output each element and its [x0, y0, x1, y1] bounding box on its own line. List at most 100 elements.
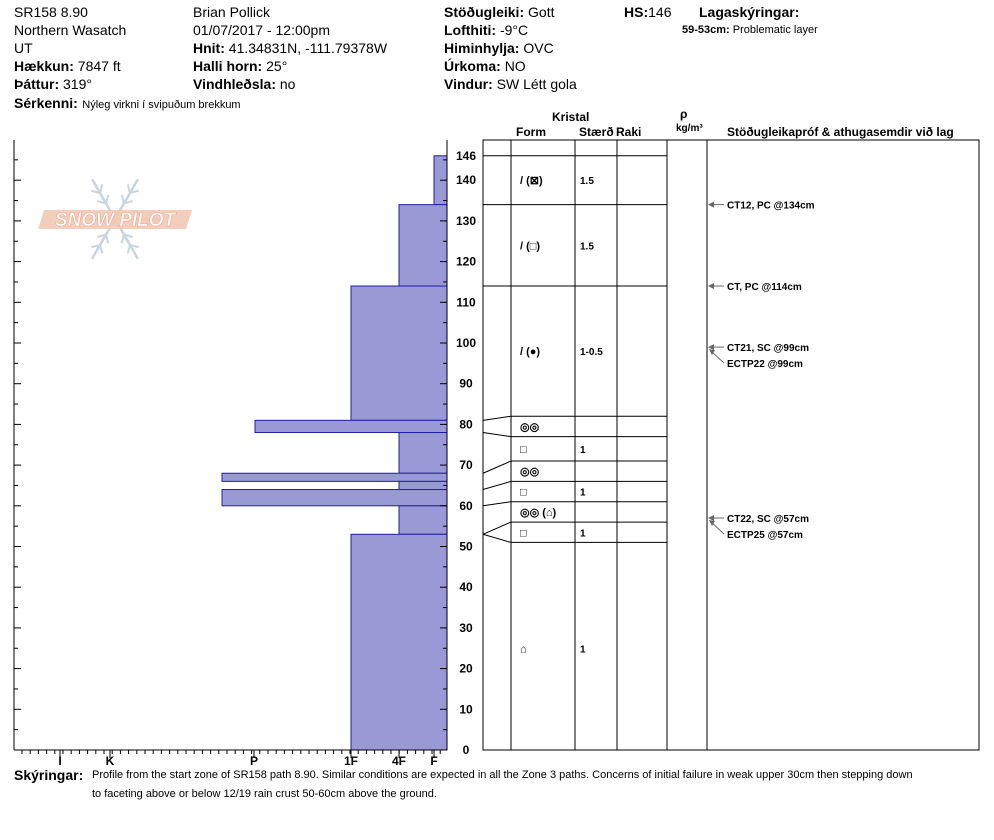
test-label: CT21, SC @99cm	[727, 343, 809, 354]
datetime: 01/07/2017 - 12:00pm	[193, 22, 330, 38]
test-label: CT22, SC @57cm	[727, 514, 809, 525]
crystal-form: ⌂	[520, 643, 527, 655]
crystal-form: ◎◎	[520, 466, 540, 478]
snowflake-branch	[129, 244, 139, 249]
depth-tick-label: 40	[459, 580, 473, 594]
col-density-symbol: ρ	[680, 107, 688, 121]
layer-connector	[482, 521, 512, 535]
col-moisture: Raki	[616, 125, 642, 139]
comments: Skýringar:	[14, 768, 83, 784]
depth-tick-label: 60	[459, 499, 473, 513]
test-label: CT12, PC @134cm	[727, 201, 815, 212]
table-frame	[482, 139, 980, 751]
snowflake-branch	[123, 233, 133, 238]
depth-axis: 0 10 20 30 40 50 60 70 80 90 100 110 120 130 140 146	[456, 149, 476, 757]
hardness-bar	[221, 472, 448, 482]
hardness-tick-label: I	[58, 754, 61, 768]
crystal-size: 1-0.5	[580, 347, 603, 358]
precipitation: Úrkoma: NO	[444, 58, 526, 74]
crystal-table: / (⊠) 1.5 / (□) 1.5 / (●) 1-0.5 ◎◎ □ 1 ◎◎ □ 1 ◎◎ (⌂)…	[482, 139, 980, 751]
test-arrowhead	[708, 283, 714, 290]
snowflake-branch	[120, 194, 125, 204]
snowpilot-logo: SNOW PILOT	[38, 178, 192, 260]
aspect: Þáttur: 319°	[14, 76, 92, 92]
hardness-bar	[398, 505, 448, 535]
depth-tick-label: 10	[459, 702, 473, 716]
depth-tick-label: 50	[459, 540, 473, 554]
elevation: Hækkun: 7847 ft	[14, 58, 121, 74]
test-arrowhead	[709, 520, 715, 527]
slope-angle: Halli horn: 25°	[193, 58, 288, 74]
layer-connector	[482, 501, 512, 507]
hardness-bar	[221, 489, 448, 507]
depth-tick-label: 130	[456, 214, 476, 228]
snowflake-branch	[126, 184, 131, 194]
region: Northern Wasatch	[14, 22, 127, 38]
special: Sérkenni: Nýleg virkni í svipuðum brekku…	[14, 95, 241, 111]
layer-connector	[482, 432, 512, 438]
hardness-profile	[221, 155, 448, 751]
crystal-form: / (⊠)	[520, 175, 543, 187]
crystal-form: ◎◎	[520, 421, 540, 433]
stability-tests: CT12, PC @134cm CT, PC @114cm CT21, SC @99…	[708, 201, 815, 541]
col-form: Form	[516, 125, 546, 139]
snowflake-branch	[99, 184, 104, 194]
hardness-bar	[350, 533, 448, 751]
observer: Brian Pollick	[193, 4, 271, 20]
hardness-bar	[254, 419, 448, 434]
test-arrowhead	[708, 201, 714, 208]
stability: Stöðugleiki: Gott	[444, 4, 555, 20]
snowflake-branch	[105, 194, 110, 204]
snowflake-branch	[97, 233, 107, 238]
wind: Vindur: SW Létt gola	[444, 76, 577, 92]
snowflake-branch	[120, 234, 125, 244]
snowflake-branch	[97, 200, 107, 205]
snowflake-branch	[129, 189, 139, 194]
hardness-axis-frame: I K P 1F 4F F	[13, 140, 448, 768]
depth-tick-label: 80	[459, 417, 473, 431]
depth-tick-label: 30	[459, 621, 473, 635]
crystal-size: 1	[580, 488, 586, 499]
snowflake-branch	[99, 244, 104, 254]
crystal-form: / (□)	[520, 240, 540, 252]
depth-tick-label: 20	[459, 662, 473, 676]
air-temp: Lofthiti: -9°C	[444, 22, 529, 38]
snowflake-branch	[126, 244, 131, 254]
layer-note: 59-53cm: Problematic layer	[682, 24, 818, 36]
test-label: ECTP25 @57cm	[727, 530, 803, 541]
hardness-bar	[398, 480, 448, 491]
hardness-tick-label: 1F	[344, 754, 358, 768]
crystal-form: ◎◎ (⌂)	[520, 507, 557, 519]
hardness-bar	[398, 204, 448, 287]
crystal-form: / (●)	[520, 346, 540, 358]
hardness-tick-label: K	[106, 754, 115, 768]
depth-tick-label: 120	[456, 255, 476, 269]
snowflake-branch	[105, 234, 110, 244]
depth-tick-label: 90	[459, 377, 473, 391]
layer-connector	[482, 460, 512, 474]
depth-tick-label: 70	[459, 458, 473, 472]
test-arrowhead	[708, 344, 714, 351]
hardness-tick-label: F	[430, 754, 437, 768]
logo-text: SNOW PILOT	[55, 210, 177, 231]
layer-connector	[482, 480, 512, 491]
hs: HS:146	[624, 4, 672, 20]
depth-tick-label: 0	[463, 743, 470, 757]
depth-tick-label: 140	[456, 173, 476, 187]
hardness-tick-label: P	[250, 754, 258, 768]
crystal-form: □	[520, 444, 527, 456]
layer-connector	[482, 533, 512, 543]
test-arrowhead	[708, 515, 714, 522]
snowflake-branch	[123, 200, 133, 205]
crystal-size: 1	[580, 528, 586, 539]
layer-connector	[482, 415, 512, 421]
depth-tick-label: 110	[456, 295, 476, 309]
crystal-size: 1.5	[580, 176, 594, 187]
col-size: Stærð	[579, 125, 614, 139]
test-arrowhead	[709, 349, 715, 356]
crystal-form: □	[520, 487, 527, 499]
crystal-form: □	[520, 527, 527, 539]
snowflake-branch	[91, 189, 101, 194]
col-crystal: Kristal	[552, 110, 590, 124]
comments-line-1: Profile from the start zone of SR158 pat…	[92, 769, 913, 781]
